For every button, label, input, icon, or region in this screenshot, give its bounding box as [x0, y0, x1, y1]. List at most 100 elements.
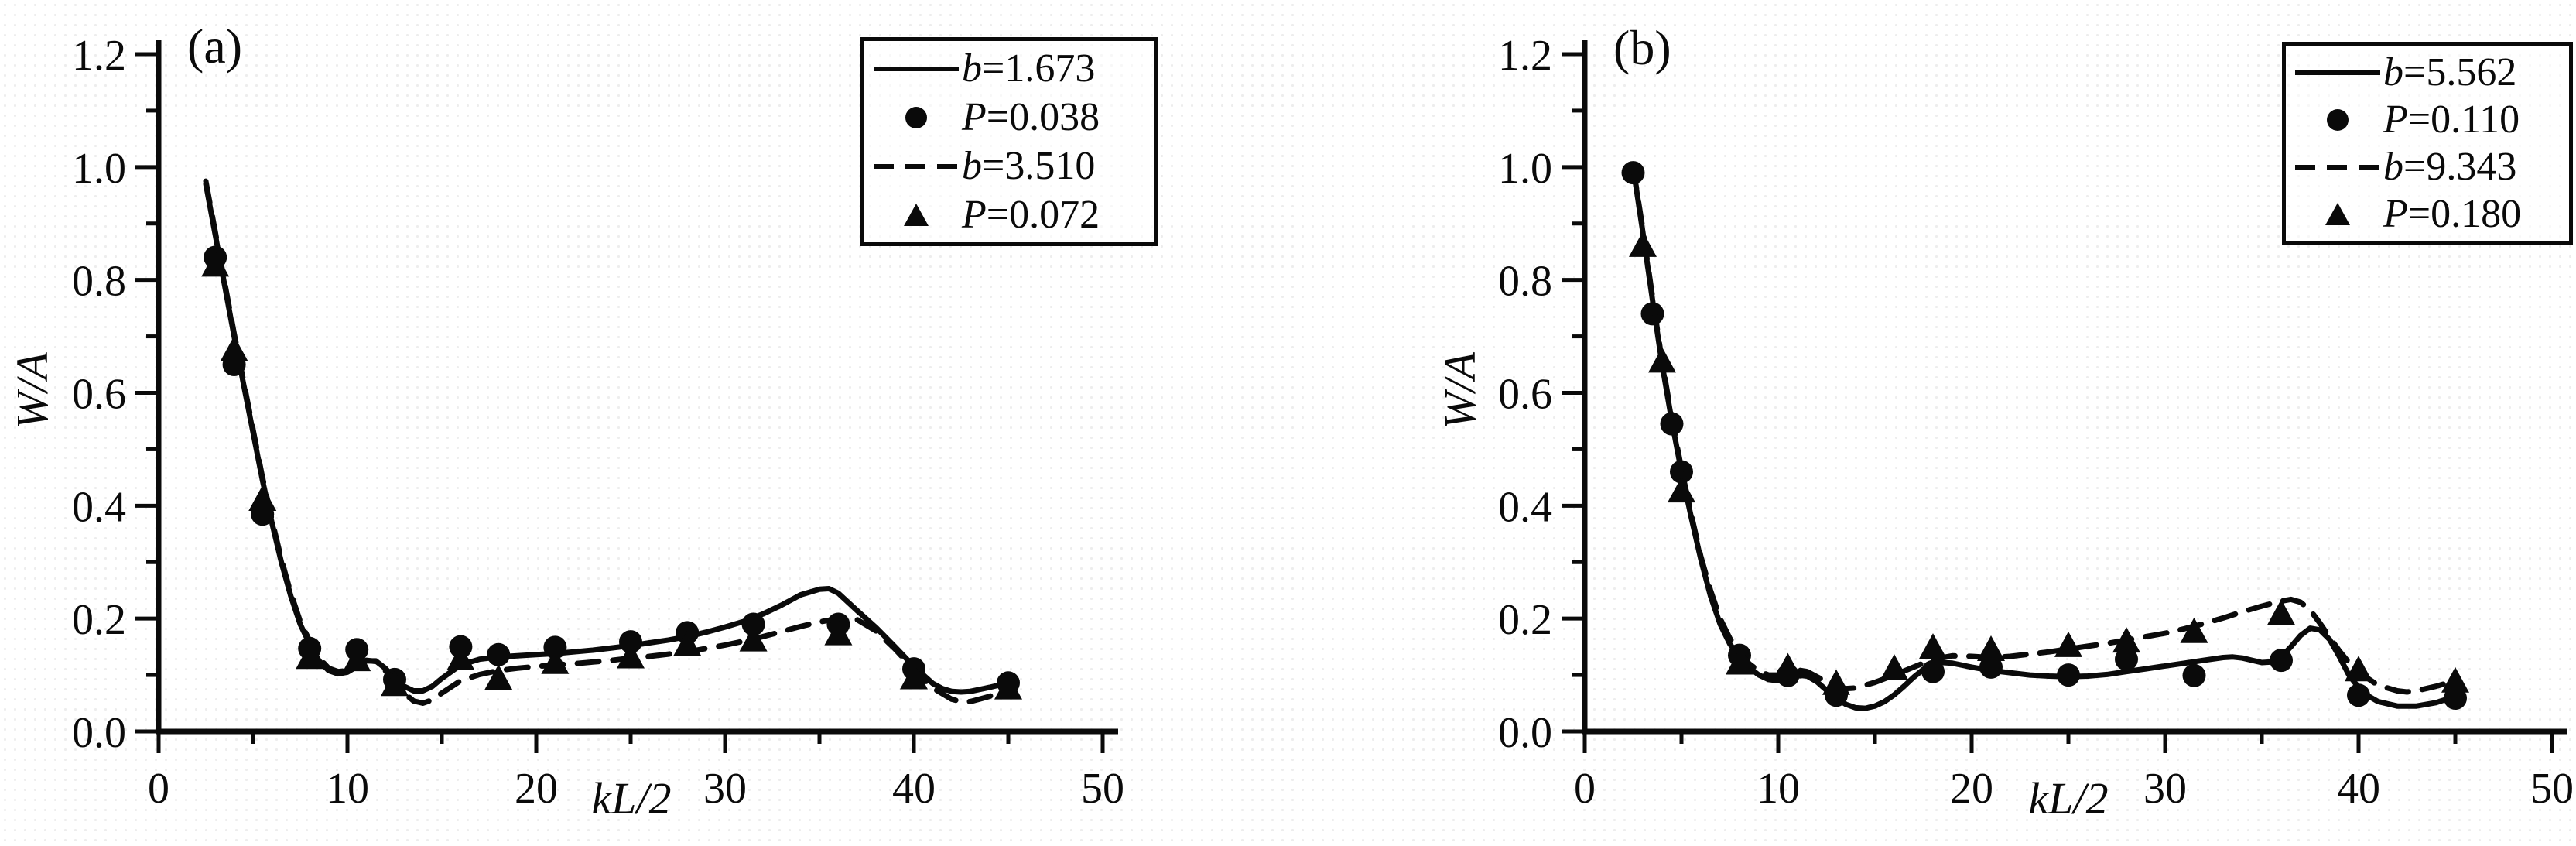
- data-point-triangle: [994, 673, 1022, 700]
- legend-entry-solid: b=5.562: [2292, 50, 2563, 96]
- data-point-triangle: [1668, 477, 1695, 503]
- legend-entry-label: P=0.180: [2383, 191, 2522, 236]
- data-point-circle: [543, 635, 567, 659]
- y-tick-label: 1.2: [1498, 32, 1552, 80]
- data-point-circle: [2057, 663, 2080, 687]
- x-tick-label: 0: [1574, 765, 1596, 813]
- legend-box: b=1.673 P=0.038 b=3.510 P=0.072: [860, 37, 1158, 246]
- x-tick-label: 40: [2337, 765, 2380, 813]
- x-tick-label: 40: [892, 765, 936, 813]
- data-point-triangle: [617, 642, 645, 669]
- data-point-triangle: [381, 670, 409, 697]
- legend-entry-dashed: b=3.510: [871, 143, 1148, 190]
- y-tick-label: 0.8: [1498, 258, 1552, 306]
- data-point-circle: [2347, 683, 2370, 707]
- legend-entry-triangle: P=0.072: [871, 192, 1148, 238]
- data-point-circle: [2270, 649, 2293, 673]
- legend-dashed-line-sample: [871, 152, 962, 180]
- data-point-triangle: [2112, 627, 2140, 653]
- data-point-triangle: [900, 663, 928, 690]
- legend-solid-line-sample: [871, 55, 962, 83]
- data-point-triangle: [739, 625, 768, 652]
- x-tick-label: 30: [2143, 765, 2187, 813]
- data-point-triangle: [541, 648, 570, 674]
- x-tick-label: 10: [326, 765, 369, 813]
- data-point-circle: [619, 630, 642, 654]
- data-point-triangle: [673, 630, 702, 656]
- legend-solid-line-sample: [2292, 59, 2383, 87]
- x-tick-label: 20: [515, 765, 558, 813]
- legend-circle-marker-sample: [2292, 106, 2383, 134]
- y-tick-label: 0.6: [1498, 371, 1552, 419]
- y-tick-label: 0.0: [72, 709, 126, 757]
- data-point-triangle: [2180, 617, 2208, 643]
- panel-a-label: (a): [187, 19, 243, 74]
- data-point-triangle: [248, 485, 277, 511]
- panel-a: 0 10 20 30 40 50 0.0 0.2 0.4 0.6 0.8 1.0 1.2 (a) W/A…: [7, 19, 1158, 824]
- x-tick-label: 20: [1950, 765, 1993, 813]
- legend-triangle-marker-sample: [2292, 200, 2383, 228]
- legend-dashed-line-sample: [2292, 153, 2383, 181]
- x-tick-label: 10: [1757, 765, 1800, 813]
- panel-b-label: (b): [1613, 20, 1671, 75]
- data-point-triangle: [1919, 633, 1947, 659]
- data-point-triangle: [824, 619, 853, 646]
- legend-triangle-marker-sample: [871, 201, 962, 229]
- data-point-triangle: [2441, 666, 2469, 693]
- data-point-triangle: [1648, 347, 1676, 373]
- y-tick-label: 1.0: [72, 145, 126, 193]
- data-point-circle: [487, 642, 511, 666]
- y-tick-label: 0.2: [72, 596, 126, 644]
- legend-entry-label: b=1.673: [962, 46, 1096, 91]
- legend-entry-circle: P=0.110: [2292, 97, 2563, 143]
- x-axis-title: kL/2: [2028, 773, 2109, 824]
- x-tick-label: 50: [2530, 765, 2574, 813]
- legend-entry-label: b=9.343: [2383, 144, 2517, 189]
- x-tick-label: 0: [148, 765, 169, 813]
- data-point-triangle: [446, 644, 475, 670]
- y-tick-label: 1.2: [72, 32, 126, 80]
- x-tick-label: 30: [703, 765, 747, 813]
- y-tick-label: 0.4: [72, 483, 126, 531]
- legend-entry-label: b=3.510: [962, 143, 1096, 188]
- panel-b: 0 10 20 30 40 50 0.0 0.2 0.4 0.6 0.8 1.0 1.2 (b) W/A…: [1288, 0, 2576, 846]
- data-point-triangle: [220, 335, 248, 361]
- y-tick-label: 0.8: [72, 258, 126, 306]
- legend-box: b=5.562 P=0.110 b=9.343 P=0.180: [2282, 42, 2573, 245]
- data-point-circle: [1921, 659, 1945, 683]
- y-tick-label: 0.6: [72, 371, 126, 419]
- data-point-triangle: [2267, 599, 2295, 625]
- data-point-circle: [2182, 663, 2206, 687]
- data-point-triangle: [1629, 231, 1657, 257]
- data-point-triangle: [484, 664, 513, 690]
- data-point-triangle: [296, 643, 324, 670]
- legend-entry-triangle: P=0.180: [2292, 191, 2563, 238]
- y-axis-title: W/A: [1435, 352, 1485, 430]
- legend-entry-solid: b=1.673: [871, 46, 1148, 92]
- solid-curve: [1630, 164, 2458, 711]
- y-axis-title: W/A: [7, 352, 57, 430]
- dashed-curve: [203, 178, 1011, 706]
- y-tick-label: 0.2: [1498, 596, 1552, 644]
- dashed-curve: [1630, 164, 2458, 695]
- data-point-triangle: [201, 251, 230, 277]
- data-point-circle: [2115, 647, 2138, 671]
- data-point-triangle: [2345, 656, 2372, 682]
- y-tick-label: 0.4: [1498, 483, 1552, 531]
- legend-entry-dashed: b=9.343: [2292, 144, 2563, 190]
- x-axis-title: kL/2: [591, 773, 672, 824]
- data-point-circle: [741, 612, 765, 636]
- chart-panel-a: 0 10 20 30 40 50 0.0 0.2 0.4 0.6 0.8 1.0 1.2: [72, 32, 1124, 813]
- data-point-triangle: [1880, 654, 1908, 680]
- solid-curve: [203, 181, 1011, 695]
- y-tick-label: 1.0: [1498, 145, 1552, 193]
- data-point-triangle: [1726, 649, 1753, 675]
- chart-panel-b: 0 10 20 30 40 50 0.0 0.2 0.4 0.6 0.8 1.0 1.2: [1498, 32, 2574, 813]
- data-point-triangle: [343, 646, 371, 672]
- legend-entry-circle: P=0.038: [871, 94, 1148, 141]
- data-point-circle: [1979, 655, 2003, 679]
- legend-circle-marker-sample: [871, 104, 962, 132]
- data-point-triangle: [2054, 631, 2082, 657]
- legend-entry-label: b=5.562: [2383, 50, 2517, 94]
